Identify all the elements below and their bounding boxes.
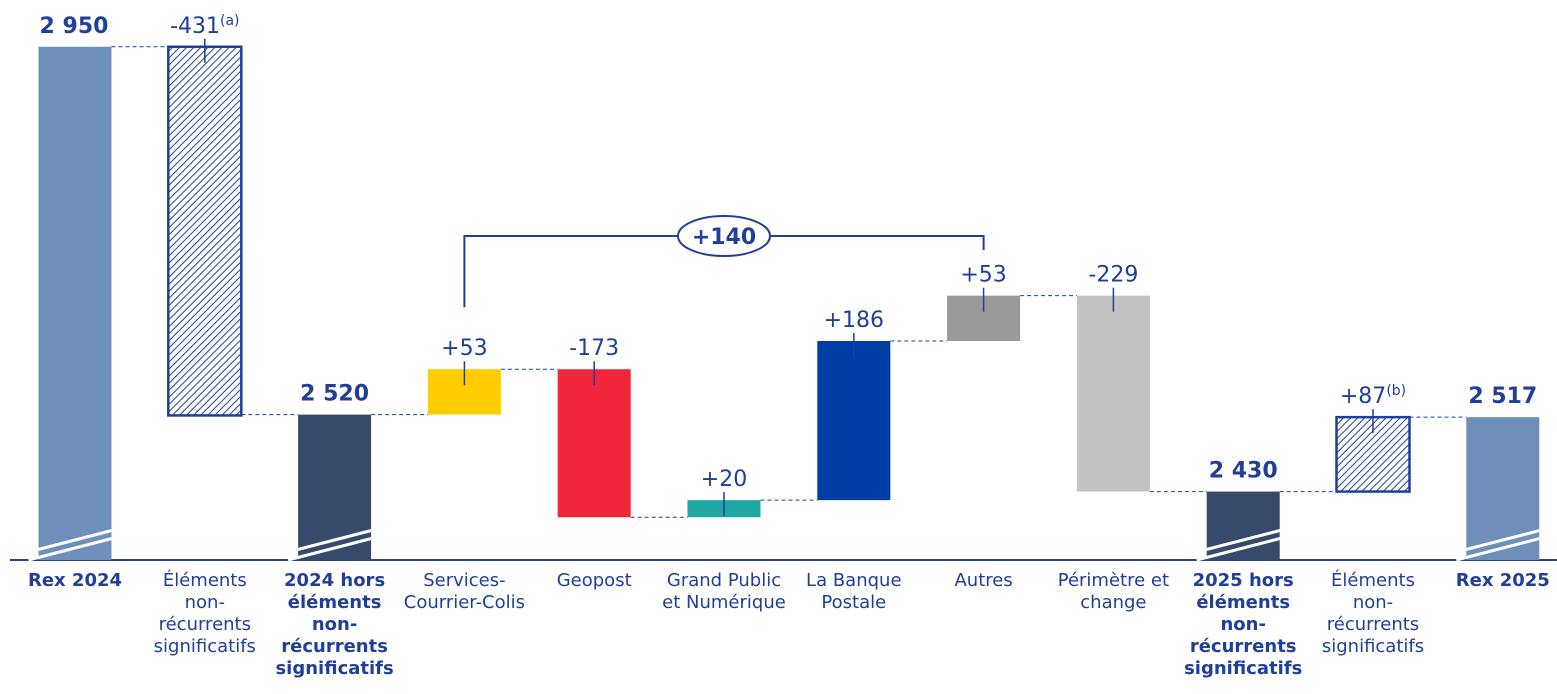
bar: [1466, 417, 1540, 560]
x-tick-label: Éléments non-récurrents significatifs: [153, 570, 256, 657]
x-tick-label: Autres: [954, 570, 1013, 591]
break-mark: [1196, 534, 1291, 562]
bar: [167, 45, 243, 417]
value-label-text: 2 950: [40, 14, 109, 39]
value-label-text: +53: [441, 336, 487, 361]
x-tick-label: Services-Courrier-Colis: [403, 570, 526, 613]
bar: [817, 341, 891, 501]
bar: [557, 369, 631, 518]
value-label: -173: [569, 336, 619, 361]
annotation: +140: [692, 225, 756, 250]
x-tick-label: 2025 hors éléments non-récurrents signif…: [1184, 570, 1303, 679]
value-label: -229: [1088, 263, 1138, 288]
value-label-text: -431: [170, 14, 220, 39]
x-tick-label: La Banque Postale: [806, 570, 902, 613]
value-label: 2 430: [1209, 459, 1278, 484]
value-label-text: +20: [701, 467, 747, 492]
break-mark: [28, 534, 122, 562]
break-mark: [1196, 526, 1291, 554]
x-tick-label: Geopost: [556, 570, 632, 591]
value-label-text: -173: [569, 336, 619, 361]
value-label: +53: [960, 263, 1006, 288]
x-tick-label: Rex 2025: [1455, 570, 1550, 591]
break-mark: [1455, 526, 1550, 554]
bar: [1206, 491, 1280, 560]
footnote: (b): [1386, 383, 1406, 399]
value-label: +186: [824, 308, 884, 333]
break-mark: [287, 526, 382, 554]
footnote: (a): [220, 13, 240, 29]
value-label-text: -229: [1088, 263, 1138, 288]
break-mark: [28, 526, 122, 554]
x-tick-label: Rex 2024: [27, 570, 123, 591]
value-label: +53: [441, 336, 487, 361]
x-tick-label: Grand Public et Numérique: [662, 570, 786, 613]
bar: [38, 46, 112, 561]
x-tick-label: 2024 hors éléments non-récurrents signif…: [275, 570, 394, 679]
break-mark: [287, 534, 382, 562]
value-label-text: 2 517: [1468, 384, 1537, 409]
value-label: +20: [701, 467, 747, 492]
value-label: -431(a): [170, 13, 239, 39]
value-label-text: +53: [960, 263, 1006, 288]
value-label: +87(b): [1340, 383, 1406, 409]
value-label: 2 520: [300, 382, 369, 407]
value-label-text: +87: [1340, 384, 1386, 409]
value-label-text: +186: [824, 308, 884, 333]
bar: [298, 414, 372, 560]
value-label: 2 517: [1468, 384, 1537, 409]
x-tick-label: Éléments non-récurrents significatifs: [1321, 570, 1425, 657]
value-label-text: 2 430: [1209, 459, 1278, 484]
annotation-oval: [677, 215, 771, 257]
x-tick-label: Périmètre et change: [1057, 570, 1170, 613]
break-mark: [1455, 534, 1550, 562]
value-label-text: 2 520: [300, 382, 369, 407]
value-label: 2 950: [40, 14, 109, 39]
bar: [1076, 295, 1150, 492]
